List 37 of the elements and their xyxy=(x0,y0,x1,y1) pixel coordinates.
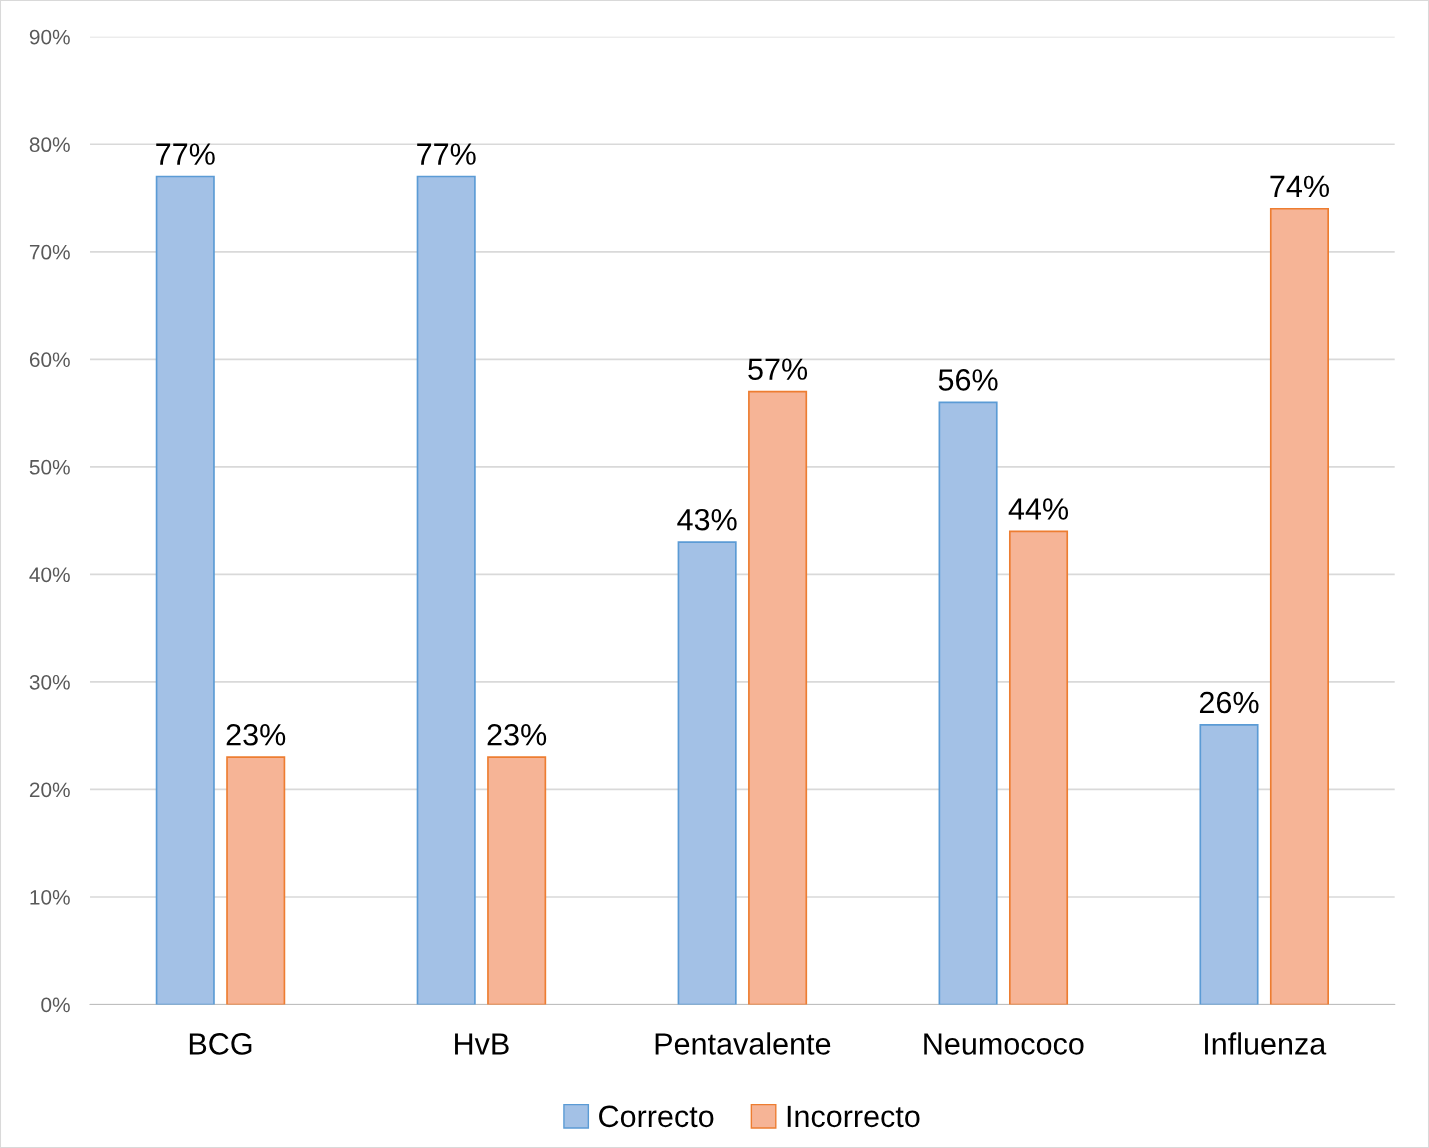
bar xyxy=(416,175,476,1005)
data-label: 74% xyxy=(1270,175,1329,198)
y-tick-label: 50% xyxy=(29,459,70,475)
data-label: 44% xyxy=(1008,498,1069,520)
bar xyxy=(938,401,998,1005)
data-label: 77% xyxy=(417,143,476,165)
bar xyxy=(1199,724,1259,1005)
bar xyxy=(1269,207,1330,1005)
y-tick-label: 20% xyxy=(29,782,70,798)
x-tick-label: Pentavalente xyxy=(655,1032,831,1055)
y-tick-label: 40% xyxy=(29,567,70,583)
data-label: 43% xyxy=(677,508,737,531)
data-label: 57% xyxy=(748,358,808,380)
data-label: 56% xyxy=(938,369,998,391)
data-label: 23% xyxy=(226,723,286,746)
data-label: 26% xyxy=(1199,691,1259,714)
y-tick-label: 10% xyxy=(30,889,70,905)
y-tick-label: 30% xyxy=(29,674,70,690)
legend-label: Correcto xyxy=(599,1105,714,1128)
bar xyxy=(677,541,737,1005)
legend-label: Incorrecto xyxy=(787,1105,920,1128)
x-tick-label: HvB xyxy=(455,1033,509,1055)
bar xyxy=(226,756,286,1005)
data-label: 77% xyxy=(156,143,215,165)
x-tick-label: Influenza xyxy=(1205,1032,1327,1055)
bar xyxy=(487,756,547,1005)
bar xyxy=(1008,530,1069,1005)
y-tick-label: 80% xyxy=(29,137,70,153)
data-label: 23% xyxy=(487,723,547,746)
x-tick-label: Neumococo xyxy=(924,1033,1084,1055)
x-tick-label: BCG xyxy=(189,1033,252,1055)
y-tick-label: 90% xyxy=(29,29,70,45)
y-tick-label: 0% xyxy=(41,997,70,1013)
y-tick-label: 60% xyxy=(29,352,70,368)
bar xyxy=(748,390,808,1005)
bar xyxy=(155,175,215,1005)
y-tick-label: 70% xyxy=(29,244,70,260)
